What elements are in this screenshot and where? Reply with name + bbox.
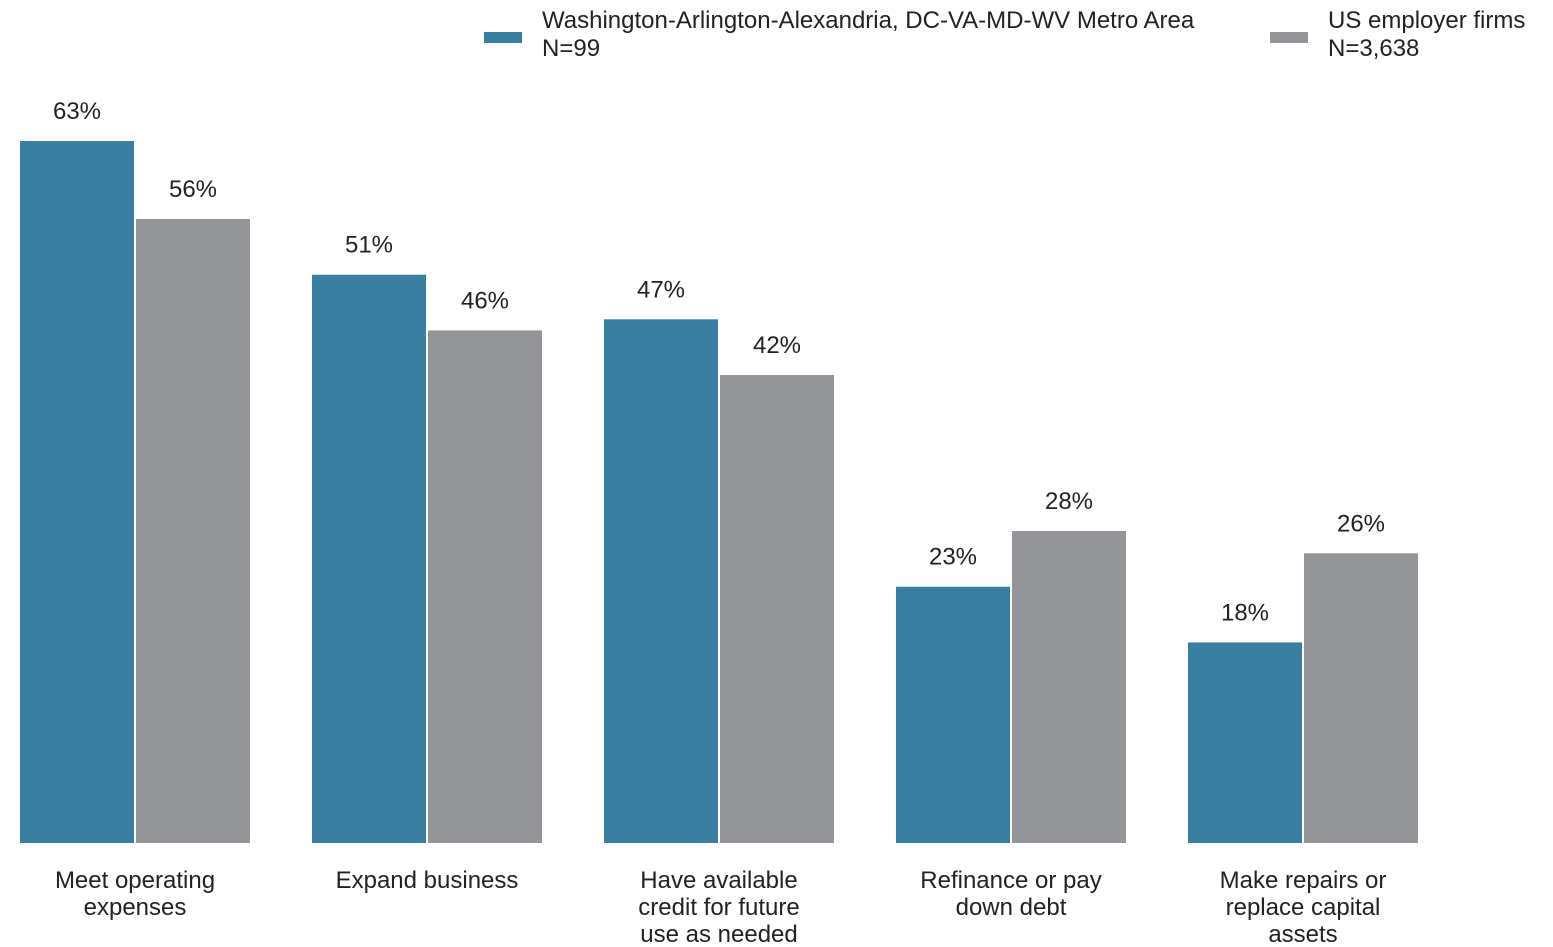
x-tick-label-line: Refinance or pay: [920, 867, 1101, 894]
data-label: 42%: [753, 332, 801, 359]
x-tick-label-line: replace capital: [1226, 894, 1381, 921]
x-tick-label-line: Make repairs or: [1220, 867, 1387, 894]
bar: [1012, 531, 1126, 843]
bar: [1304, 553, 1418, 843]
x-tick-label-line: assets: [1268, 921, 1337, 947]
legend-label: US employer firms: [1328, 7, 1525, 34]
x-tick-label-line: credit for future: [638, 894, 799, 921]
data-label: 46%: [461, 287, 509, 314]
x-tick-label: Meet operating expenses: [55, 867, 215, 921]
legend-n: N=3,638: [1328, 35, 1419, 62]
x-tick-label-line: Meet operating: [55, 867, 215, 894]
bar: [720, 375, 834, 843]
legend-label: Washington-Arlington-Alexandria, DC-VA-M…: [542, 7, 1195, 34]
x-tick-label: Expand business: [336, 867, 519, 894]
x-tick-label-line: down debt: [956, 894, 1067, 921]
bar: [604, 319, 718, 843]
legend-swatch: [484, 32, 522, 43]
bar: [20, 141, 134, 843]
data-label: 51%: [345, 232, 393, 259]
bar: [1188, 642, 1302, 843]
x-tick-label-line: use as needed: [640, 921, 797, 947]
bar: [428, 330, 542, 843]
data-label: 63%: [53, 98, 101, 125]
x-tick-label-line: Expand business: [336, 867, 519, 894]
data-label: 47%: [637, 276, 685, 303]
bar: [136, 219, 250, 843]
data-label: 18%: [1221, 599, 1269, 626]
data-label: 23%: [929, 544, 977, 571]
data-label: 56%: [169, 176, 217, 203]
data-label: 26%: [1337, 510, 1385, 537]
x-tick-label-line: expenses: [84, 894, 187, 921]
bar: [312, 274, 426, 843]
x-tick-label: Refinance or pay down debt: [920, 867, 1101, 921]
bar: [896, 586, 1010, 843]
data-label: 28%: [1045, 488, 1093, 515]
x-tick-label: Have available credit for future use as ne…: [638, 867, 799, 947]
x-tick-label: Make repairs or replace capital assets: [1220, 867, 1387, 947]
legend-swatch: [1270, 32, 1308, 43]
x-tick-label-line: Have available: [640, 867, 797, 894]
legend-n: N=99: [542, 35, 600, 62]
